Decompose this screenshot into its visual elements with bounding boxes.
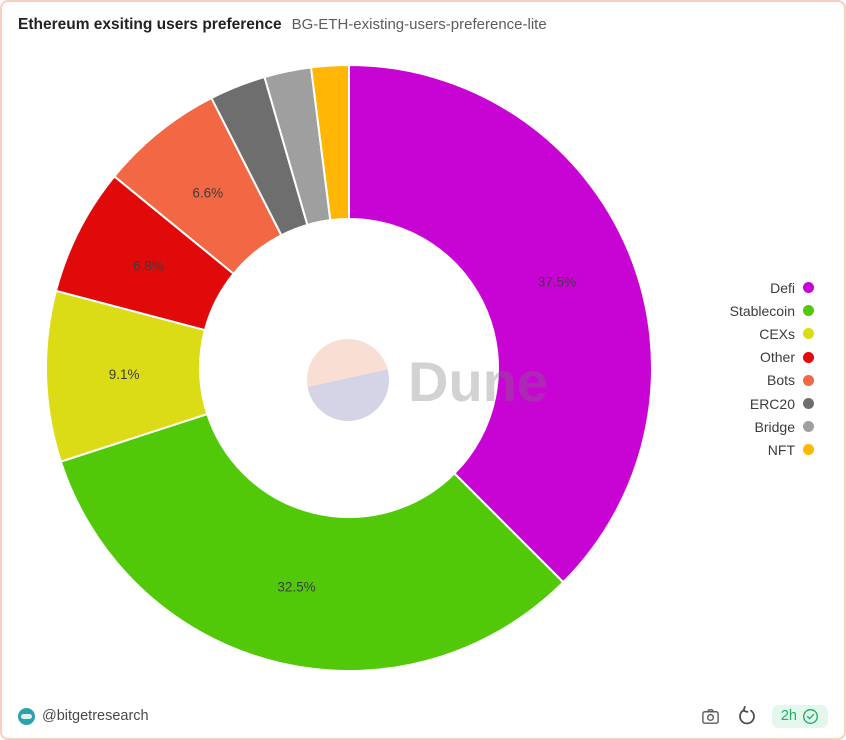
page-title: Ethereum exsiting users preference xyxy=(18,16,282,33)
pie-slice-nft[interactable] xyxy=(309,63,350,222)
author-byline[interactable]: @bitgetresearch xyxy=(18,707,149,725)
legend-dot-icon xyxy=(803,351,814,363)
legend-label: Other xyxy=(759,349,795,366)
verified-check-icon xyxy=(803,708,818,724)
slice-label-bots: 6.6% xyxy=(192,185,223,200)
legend-label: Bots xyxy=(766,372,795,389)
dune-watermark: Dune xyxy=(307,339,548,421)
legend-label: Bridge xyxy=(754,418,795,435)
refresh-icon xyxy=(738,706,755,725)
chart-legend: Defi Stablecoin CEXs Other Bots ERC20 Bridge NF… xyxy=(730,276,814,462)
legend-item-bridge[interactable]: Bridge xyxy=(755,415,814,438)
legend-dot-icon xyxy=(803,398,814,410)
legend-dot-icon xyxy=(803,374,814,386)
query-name: BG-ETH-existing-users-preference-lite xyxy=(291,16,547,33)
slice-label-other: 6.8% xyxy=(133,258,164,273)
dune-watermark-text: Dune xyxy=(408,350,548,413)
pie-slice-defi[interactable] xyxy=(348,63,653,584)
dune-logo-icon xyxy=(307,339,389,421)
legend-dot-icon xyxy=(803,282,814,294)
pie-slice-stablecoin[interactable] xyxy=(59,412,565,672)
legend-item-defi[interactable]: Defi xyxy=(770,276,814,299)
legend-label: CEXs xyxy=(759,325,795,342)
slice-label-stablecoin: 32.5% xyxy=(277,579,315,594)
legend-item-erc20[interactable]: ERC20 xyxy=(750,392,814,415)
last-updated-badge[interactable]: 2h xyxy=(771,704,828,728)
camera-button[interactable] xyxy=(700,705,722,727)
chart-header: Ethereum exsiting users preference BG-ET… xyxy=(18,16,828,34)
legend-item-cexs[interactable]: CEXs xyxy=(759,322,814,345)
legend-item-other[interactable]: Other xyxy=(760,346,814,369)
bitget-avatar xyxy=(18,707,35,725)
legend-item-nft[interactable]: NFT xyxy=(768,438,814,461)
legend-item-bots[interactable]: Bots xyxy=(767,369,814,392)
last-updated-text: 2h xyxy=(780,708,797,724)
legend-item-stablecoin[interactable]: Stablecoin xyxy=(730,299,814,322)
legend-label: ERC20 xyxy=(749,395,795,412)
refresh-button[interactable] xyxy=(736,705,758,727)
legend-dot-icon xyxy=(803,305,814,317)
legend-label: Stablecoin xyxy=(729,302,795,319)
slice-label-defi: 37.5% xyxy=(538,274,576,289)
legend-label: Defi xyxy=(770,279,795,296)
legend-dot-icon xyxy=(803,444,814,456)
legend-dot-icon xyxy=(803,421,814,433)
donut-chart: 37.5% 32.5% 9.1% 6.8% 6.6% Dune xyxy=(45,63,653,672)
author-handle[interactable]: @bitgetresearch xyxy=(42,708,149,724)
chart-footer: @bitgetresearch 2h xyxy=(2,694,844,738)
legend-dot-icon xyxy=(803,328,814,340)
camera-icon xyxy=(702,708,720,724)
slice-label-cexs: 9.1% xyxy=(109,367,140,382)
legend-label: NFT xyxy=(767,441,795,458)
